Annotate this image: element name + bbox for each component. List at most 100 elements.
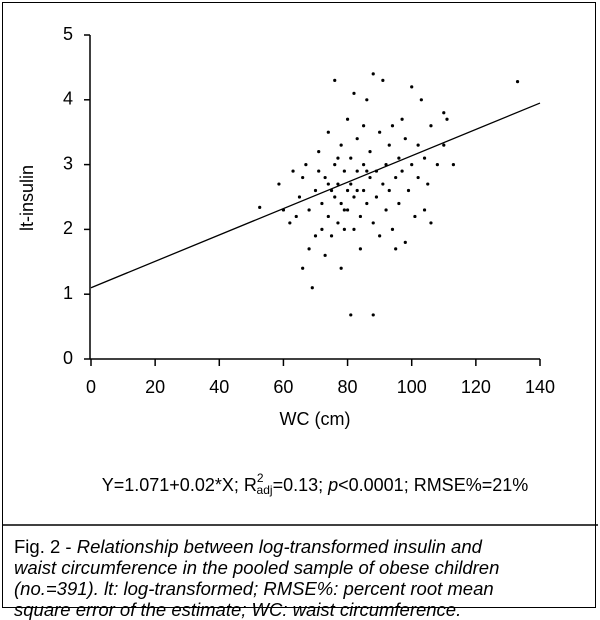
- point: [387, 188, 391, 193]
- caption-text: (no.=391). lt: log-transformed; RMSE%: p…: [14, 578, 494, 599]
- point: [362, 124, 366, 128]
- point: [403, 137, 407, 141]
- point: [323, 175, 327, 180]
- point: [397, 201, 401, 206]
- point: [381, 182, 385, 186]
- x-tick-label: 100: [397, 377, 427, 397]
- point: [329, 234, 334, 238]
- point: [419, 98, 423, 102]
- point: [294, 214, 298, 219]
- point: [422, 208, 427, 212]
- point: [355, 188, 359, 193]
- point: [368, 175, 372, 180]
- point: [342, 227, 346, 231]
- point: [397, 156, 401, 160]
- point: [445, 117, 449, 121]
- x-tick-label: 120: [461, 377, 491, 397]
- point: [381, 78, 385, 82]
- point: [416, 175, 420, 180]
- point: [336, 221, 340, 225]
- point: [355, 169, 359, 173]
- point: [345, 188, 350, 193]
- point: [352, 227, 356, 231]
- equation-p: p: [327, 475, 338, 495]
- point: [400, 117, 404, 121]
- point: [371, 72, 375, 76]
- point: [406, 188, 411, 193]
- point: [288, 221, 292, 225]
- point: [442, 143, 446, 147]
- x-tick-label: 60: [273, 377, 293, 397]
- point: [371, 221, 375, 225]
- point: [390, 124, 395, 128]
- y-tick-label: 1: [63, 283, 73, 303]
- point: [365, 169, 369, 173]
- point: [422, 156, 427, 160]
- figure-frame: [2, 2, 596, 608]
- point: [442, 111, 446, 115]
- caption-line: Fig. 2 - Relationship between log-transf…: [14, 536, 594, 557]
- y-tick-label: 5: [63, 24, 73, 44]
- point: [336, 156, 340, 160]
- point: [384, 208, 388, 212]
- point: [358, 247, 362, 251]
- y-tick-label: 3: [63, 153, 73, 173]
- equation-sub: adj: [257, 483, 273, 497]
- point: [339, 201, 343, 206]
- point: [365, 201, 369, 206]
- y-axis-label: lt-insulin: [17, 165, 37, 231]
- point: [410, 85, 414, 89]
- point: [349, 182, 353, 186]
- point: [307, 208, 311, 212]
- point: [342, 169, 346, 173]
- equation-text: =0.13;: [273, 475, 329, 495]
- x-tick-label: 40: [209, 377, 229, 397]
- regression-line: [90, 102, 541, 289]
- point: [387, 143, 391, 147]
- caption: Fig. 2 - Relationship between log-transf…: [14, 536, 594, 620]
- point: [390, 227, 395, 231]
- point: [336, 182, 340, 186]
- point: [313, 234, 318, 238]
- caption-line: waist circumference in the pooled sample…: [14, 557, 594, 578]
- point: [317, 169, 321, 173]
- equation: Y=1.071+0.02*X; R2 adj=0.13; p<0.0001; RM…: [102, 471, 529, 497]
- point: [400, 169, 404, 173]
- point: [368, 150, 372, 154]
- point: [394, 175, 398, 180]
- point: [320, 201, 324, 206]
- point: [435, 163, 439, 167]
- y-tick-label: 4: [63, 89, 73, 109]
- equation-sup: 2: [257, 471, 264, 485]
- point: [326, 130, 330, 134]
- caption-line: (no.=391). lt: log-transformed; RMSE%: p…: [14, 578, 594, 599]
- point: [515, 80, 520, 84]
- point: [426, 182, 430, 186]
- point: [429, 221, 433, 225]
- point: [326, 182, 330, 186]
- point: [301, 175, 305, 180]
- point: [339, 143, 343, 147]
- point: [403, 240, 407, 244]
- point: [345, 208, 350, 212]
- point: [416, 143, 420, 147]
- point: [378, 130, 382, 134]
- point: [358, 214, 362, 219]
- x-tick-label: 140: [525, 377, 555, 397]
- point: [349, 313, 353, 317]
- point: [277, 182, 281, 186]
- point: [394, 247, 398, 251]
- x-tick-label: 20: [145, 377, 165, 397]
- point: [339, 266, 343, 270]
- point: [410, 163, 414, 167]
- x-tick-label: 80: [338, 377, 358, 397]
- y-tick-label: 2: [63, 218, 73, 238]
- x-axis-label: WC (cm): [280, 409, 351, 429]
- point: [333, 195, 337, 199]
- point: [362, 163, 366, 167]
- point: [323, 253, 327, 257]
- point: [291, 169, 295, 173]
- point: [301, 266, 305, 270]
- point: [297, 195, 302, 199]
- point: [310, 286, 314, 290]
